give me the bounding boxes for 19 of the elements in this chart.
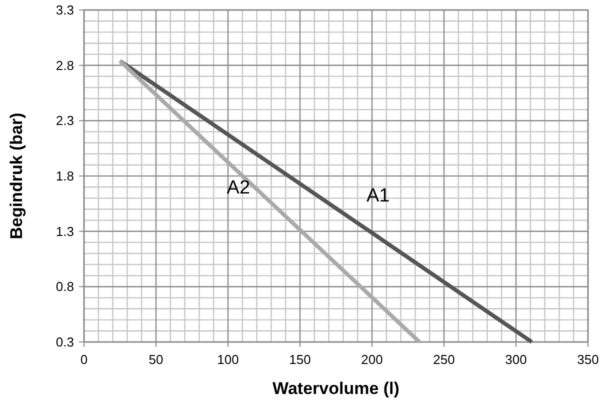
y-tick-label: 1.3 [56, 224, 74, 239]
y-tick-label: 2.8 [56, 58, 74, 73]
y-tick-label: 3.3 [56, 2, 74, 18]
x-tick-label: 100 [217, 352, 239, 367]
x-tick-label: 50 [148, 352, 164, 367]
y-tick-label: 2.3 [56, 113, 74, 128]
x-tick-label: 150 [289, 352, 311, 367]
x-tick-label: 350 [577, 352, 599, 367]
x-tick-label: 300 [505, 352, 527, 367]
y-axis-title: Begindruk (bar) [7, 112, 26, 240]
x-tick-label: 0 [80, 352, 88, 367]
x-tick-label: 200 [361, 352, 383, 367]
series-label: A1 [366, 186, 390, 207]
x-tick-label: 250 [433, 352, 455, 367]
y-tick-label: 0.8 [56, 279, 74, 294]
series-label: A2 [226, 177, 250, 198]
x-axis-title: Watervolume (l) [272, 379, 400, 398]
y-tick-label: 1.8 [56, 168, 74, 184]
y-tick-label: 0.3 [56, 334, 74, 350]
